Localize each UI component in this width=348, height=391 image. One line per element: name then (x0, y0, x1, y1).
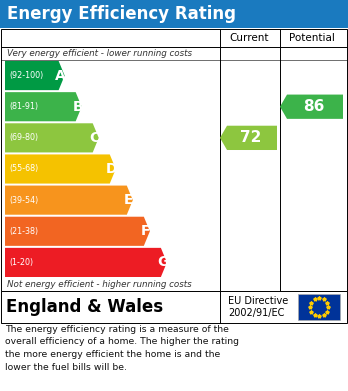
Text: 72: 72 (240, 130, 262, 145)
Polygon shape (280, 95, 343, 119)
Text: Energy Efficiency Rating: Energy Efficiency Rating (7, 5, 236, 23)
Text: Potential: Potential (289, 33, 335, 43)
Text: The energy efficiency rating is a measure of the
overall efficiency of a home. T: The energy efficiency rating is a measur… (5, 325, 239, 371)
Text: (39-54): (39-54) (9, 196, 38, 204)
Bar (1, 29, 347, 291)
Polygon shape (5, 61, 65, 90)
Polygon shape (5, 92, 82, 121)
Text: (21-38): (21-38) (9, 227, 38, 236)
Polygon shape (220, 126, 277, 150)
Polygon shape (5, 248, 167, 277)
Text: G: G (157, 255, 168, 269)
Text: (55-68): (55-68) (9, 165, 38, 174)
Polygon shape (5, 154, 116, 183)
Polygon shape (5, 123, 99, 152)
Bar (1, 291, 347, 323)
Text: A: A (55, 68, 66, 83)
Text: (69-80): (69-80) (9, 133, 38, 142)
Text: F: F (141, 224, 151, 238)
Text: B: B (72, 100, 83, 114)
Text: (92-100): (92-100) (9, 71, 43, 80)
Polygon shape (5, 186, 133, 215)
Bar (0, 0, 348, 28)
Text: (1-20): (1-20) (9, 258, 33, 267)
Text: D: D (106, 162, 118, 176)
Text: Very energy efficient - lower running costs: Very energy efficient - lower running co… (7, 49, 192, 58)
Bar (298, 294, 340, 320)
Text: (81-91): (81-91) (9, 102, 38, 111)
Text: C: C (89, 131, 100, 145)
Text: 86: 86 (303, 99, 325, 114)
Polygon shape (5, 217, 150, 246)
Text: E: E (124, 193, 134, 207)
Text: Current: Current (229, 33, 269, 43)
Text: EU Directive
2002/91/EC: EU Directive 2002/91/EC (228, 296, 288, 318)
Text: Not energy efficient - higher running costs: Not energy efficient - higher running co… (7, 280, 192, 289)
Text: England & Wales: England & Wales (6, 298, 163, 316)
